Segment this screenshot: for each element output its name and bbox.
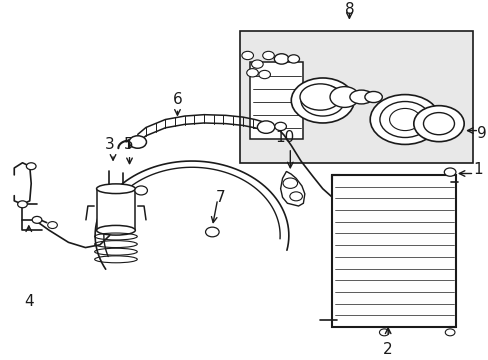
Ellipse shape [349,90,372,104]
Circle shape [289,192,302,201]
Circle shape [369,95,439,144]
Circle shape [257,121,274,133]
Circle shape [274,122,286,131]
Circle shape [423,113,453,135]
Ellipse shape [97,225,135,235]
Text: 3: 3 [104,138,114,152]
Text: 5: 5 [124,138,134,152]
Text: 1: 1 [472,162,482,177]
Circle shape [291,78,353,123]
Bar [240,31,472,163]
Polygon shape [280,171,304,206]
Circle shape [274,54,288,64]
Circle shape [258,70,270,79]
Text: 7: 7 [216,190,225,205]
Circle shape [205,227,219,237]
Circle shape [413,106,463,141]
Circle shape [312,94,332,107]
Circle shape [129,136,146,148]
Circle shape [379,329,388,336]
Bar [332,175,455,327]
Circle shape [26,163,36,170]
Ellipse shape [299,84,340,110]
Ellipse shape [364,91,382,103]
Circle shape [389,108,420,131]
Circle shape [251,60,263,68]
Circle shape [287,55,299,63]
Text: 2: 2 [383,342,392,357]
Text: 9: 9 [476,126,486,141]
Circle shape [18,201,27,208]
Circle shape [262,51,274,60]
Text: 8: 8 [344,3,353,17]
Circle shape [283,178,297,188]
Text: 6: 6 [172,93,182,107]
Circle shape [32,216,42,223]
Circle shape [379,102,429,138]
Circle shape [300,85,344,116]
Ellipse shape [329,87,358,107]
Bar [249,62,303,139]
Circle shape [47,222,57,229]
Ellipse shape [97,184,135,194]
Bar [97,189,135,230]
Circle shape [242,51,253,60]
Text: 4: 4 [24,294,34,309]
Text: 10: 10 [275,130,294,145]
Circle shape [246,69,258,77]
Circle shape [445,329,454,336]
Circle shape [135,186,147,195]
Circle shape [444,168,455,176]
